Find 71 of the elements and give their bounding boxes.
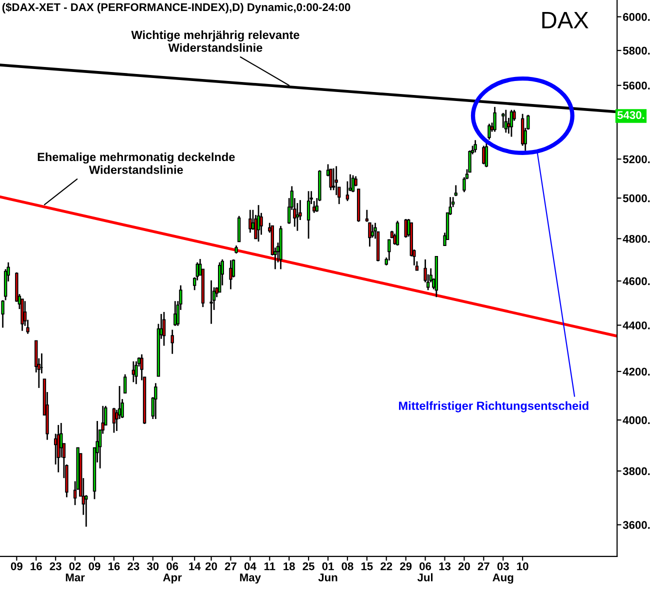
candlestick <box>504 109 508 134</box>
candlestick <box>332 168 336 191</box>
x-tick-label: 25 <box>302 562 314 570</box>
y-tick-label: 4400. <box>622 321 650 330</box>
y-tick-label: 4800. <box>622 234 650 243</box>
candlestick <box>170 329 174 355</box>
candlestick <box>493 106 496 132</box>
x-tick-label: 09 <box>10 562 22 570</box>
candlestick <box>229 260 232 290</box>
annotation: Mittelfristiger Richtungsentscheid <box>399 401 588 412</box>
x-tick-label: 16 <box>108 562 120 570</box>
y-tick-label: 5000. <box>622 194 650 202</box>
candlestick <box>123 374 127 394</box>
x-tick-label: 29 <box>400 562 412 570</box>
candlestick <box>237 215 241 242</box>
x-tick-label: 06 Apr <box>163 562 182 584</box>
candlestick <box>296 202 300 232</box>
candlestick <box>368 222 372 248</box>
annotation: 5430. <box>617 111 644 120</box>
candlestick <box>162 311 166 346</box>
candlestick <box>488 123 491 140</box>
x-tick-label: 18 <box>284 562 295 570</box>
candlestick <box>248 209 252 234</box>
x-tick-label: 20 <box>458 562 470 570</box>
x-tick-label: 08 <box>342 562 354 570</box>
y-tick-label: 4600. <box>622 277 650 286</box>
x-tick-label: 30 <box>146 562 159 570</box>
y-tick-label: 6000. <box>623 13 650 21</box>
x-tick-label: 06 Jul <box>417 562 433 582</box>
annotation: Wichtige mehrjährig relevante Widerstandslinie <box>131 30 300 52</box>
x-tick-label: 03 Aug <box>492 562 514 584</box>
x-tick-label: 01 Jun <box>318 562 338 582</box>
candlestick <box>306 190 310 240</box>
candlestick <box>154 382 158 420</box>
candlestick <box>370 224 374 238</box>
x-tick-label: 02 Mar <box>66 562 85 582</box>
candlestick <box>502 112 505 129</box>
y-tick-label: 4000. <box>622 416 650 424</box>
candlestick <box>334 165 338 196</box>
y-tick-label: 4200. <box>622 368 650 376</box>
x-tick-label: 15 <box>361 562 373 570</box>
x-tick-label: 23 <box>50 562 62 570</box>
candlestick <box>482 145 486 165</box>
x-tick-label: 14 <box>189 562 201 570</box>
x-tick-label: 20 <box>205 562 217 570</box>
y-tick-label: 3800. <box>622 467 650 476</box>
y-tick-label: 5200. <box>622 155 650 164</box>
candlestick <box>474 139 477 154</box>
candlestick <box>210 280 213 325</box>
chart-subtitle: DAX <box>542 12 588 28</box>
candlestick <box>174 300 177 327</box>
chart-title: ($DAX-XET - DAX (PERFORMANCE-INDEX),D) Dynamic,0:00-24:00 <box>2 2 350 14</box>
x-tick-label: 11 <box>264 562 276 570</box>
y-tick-label: 5600. <box>622 82 650 90</box>
candlestick <box>404 218 408 238</box>
annotation: Ehemalige mehrmonatig deckelnde Widerstandslinie <box>38 152 235 174</box>
y-tick-label: 5800. <box>622 46 650 55</box>
x-tick-label: 27 <box>478 562 490 570</box>
x-tick-label: 04 May <box>240 562 261 584</box>
x-tick-label: 22 <box>380 562 392 570</box>
candlestick <box>329 168 332 191</box>
x-tick-label: 09 <box>88 562 100 570</box>
x-tick-label: 23 <box>128 562 140 570</box>
x-tick-label: 27 <box>224 562 236 570</box>
x-tick-label: 13 <box>439 562 451 570</box>
candlestick <box>396 220 400 246</box>
candlestick <box>454 184 458 197</box>
candlestick <box>134 360 138 385</box>
x-tick-label: 16 <box>30 562 42 570</box>
x-tick-label: 10 <box>517 562 528 570</box>
y-tick-label: 3600. <box>622 521 650 529</box>
